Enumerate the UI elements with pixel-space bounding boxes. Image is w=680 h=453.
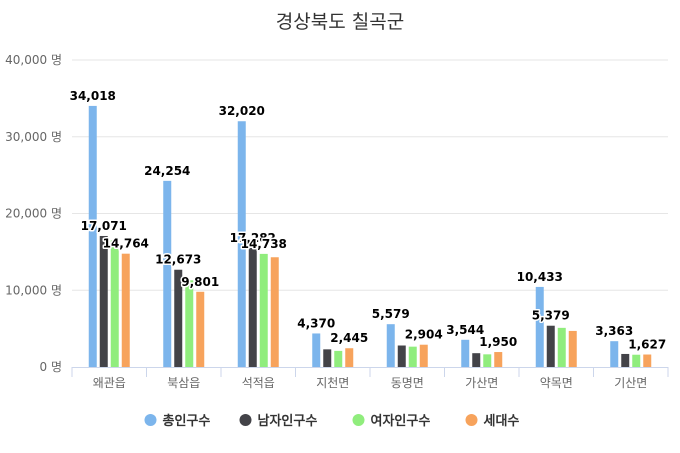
- legend-symbol: [144, 414, 157, 426]
- data-label: 17,071: [81, 219, 127, 233]
- bar: [397, 345, 406, 367]
- y-tick-label: 0 명: [40, 360, 63, 374]
- data-label: 34,018: [70, 89, 116, 103]
- x-tick-label: 동명면: [391, 376, 424, 390]
- y-tick-label: 40,000 명: [5, 53, 62, 67]
- bar: [110, 240, 119, 367]
- x-axis: 왜관읍 북삼읍 석적읍 지천면 동명면 가산면 약목면 기산면: [71, 367, 669, 390]
- x-tick-label: 석적읍: [242, 376, 275, 390]
- y-tick-label: 20,000 명: [5, 207, 62, 221]
- bar: [557, 327, 566, 367]
- data-labels: 34,018 17,071 14,764 24,254 12,673 9,801 32,02…: [68, 87, 668, 353]
- bar: [99, 235, 108, 367]
- data-label: 1,627: [628, 338, 666, 352]
- legend-symbol: [239, 414, 252, 426]
- x-tick-label: 지천면: [316, 375, 349, 390]
- data-label: 2,904: [405, 328, 443, 342]
- bar: [323, 349, 332, 367]
- y-tick-label: 30,000 명: [5, 130, 62, 144]
- bar: [259, 253, 268, 367]
- data-label: 10,433: [517, 270, 563, 284]
- data-label: 17,282: [230, 231, 276, 245]
- x-tick-label: 기산면: [614, 376, 647, 390]
- legend-label: 세대수: [484, 414, 520, 429]
- x-tick-label: 약목면: [540, 375, 573, 390]
- chart-title: 경상북도 칠곡군: [276, 11, 404, 33]
- data-label: 5,579: [372, 307, 410, 321]
- bar: [345, 348, 354, 367]
- x-tick-label: 왜관읍: [93, 376, 126, 390]
- legend: 총인구수 남자인구수 여자인구수 세대수: [144, 413, 520, 429]
- legend-label: 남자인구수: [258, 413, 318, 429]
- legend-label: 여자인구수: [371, 413, 431, 429]
- bar: [88, 105, 97, 367]
- data-label: 24,254: [144, 164, 190, 178]
- legend-symbol: [352, 414, 365, 426]
- bar: [312, 333, 321, 367]
- data-label: 14,764: [103, 237, 149, 251]
- bar: [494, 352, 503, 367]
- bar: [546, 325, 555, 367]
- bar: [483, 354, 492, 367]
- bar: [621, 353, 630, 367]
- data-label: 3,363: [595, 324, 633, 338]
- bar: [185, 280, 194, 367]
- bar: [121, 253, 130, 367]
- bar: [632, 354, 641, 367]
- y-axis: 0 명 10,000 명 20,000 명 30,000 명 40,000 명: [5, 53, 62, 374]
- x-tick-label: 가산면: [465, 376, 498, 390]
- bar: [568, 330, 577, 367]
- data-label: 9,801: [181, 275, 219, 289]
- data-label: 5,379: [532, 309, 570, 323]
- grid-lines: [72, 59, 668, 291]
- bar: [610, 341, 619, 367]
- bars: [88, 105, 652, 368]
- bar: [419, 344, 428, 367]
- bar: [248, 248, 257, 367]
- data-label: 2,445: [330, 331, 368, 345]
- data-label: 3,544: [446, 323, 484, 337]
- bar: [237, 121, 246, 368]
- legend-label: 총인구수: [163, 413, 211, 429]
- bar: [461, 339, 470, 367]
- bar: [174, 269, 183, 367]
- bar: [408, 346, 417, 367]
- data-label: 12,673: [155, 253, 201, 267]
- y-tick-label: 10,000 명: [5, 283, 62, 297]
- legend-symbol: [465, 414, 478, 426]
- bar: [472, 353, 481, 367]
- bar: [643, 354, 652, 367]
- data-label: 32,020: [219, 104, 265, 118]
- x-tick-label: 북삼읍: [167, 376, 200, 390]
- bar: [163, 180, 172, 367]
- data-label: 4,370: [297, 316, 335, 330]
- bar: [386, 324, 395, 367]
- data-label: 14,738: [241, 237, 287, 251]
- bar: [334, 350, 343, 367]
- data-label: 1,950: [479, 335, 517, 349]
- bar: [196, 291, 205, 367]
- bar: [535, 286, 544, 367]
- bar: [270, 257, 279, 367]
